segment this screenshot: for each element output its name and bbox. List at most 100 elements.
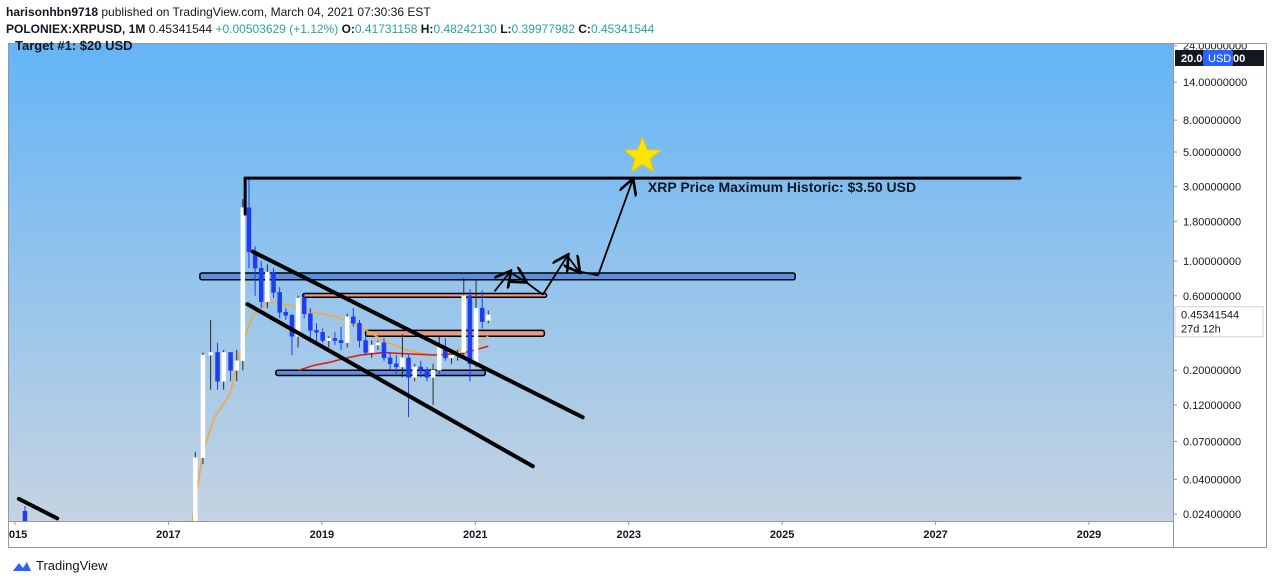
candle-body: [215, 352, 220, 382]
currency-badge: [1203, 50, 1233, 66]
candle: [387, 352, 393, 371]
candle: [234, 349, 239, 382]
price-tick-label: 8.00000000: [1183, 115, 1241, 127]
plot-area: XRP Price Maximum Historic: $3.50 USD: [16, 135, 1022, 527]
candle: [277, 287, 282, 319]
candle: [221, 349, 226, 390]
candle-body: [289, 315, 295, 337]
candle: [479, 290, 485, 329]
publisher-name[interactable]: harisonhbn9718: [6, 5, 99, 19]
time-tick-label: 2019: [310, 529, 334, 541]
price-tick-label: 0.12000000: [1183, 400, 1241, 412]
candle-body: [221, 352, 226, 382]
candle-body: [283, 312, 289, 316]
candle-body: [412, 366, 417, 378]
high-label: H:: [420, 22, 434, 36]
trendline-0: [250, 249, 585, 420]
candle: [215, 342, 220, 390]
candle: [375, 340, 381, 350]
price-tick-label: 0.07000000: [1183, 436, 1241, 448]
candle: [301, 293, 307, 319]
candle-body: [314, 330, 319, 333]
candle-body: [344, 316, 350, 343]
candle-body: [363, 340, 368, 353]
candle: [289, 313, 295, 356]
star-icon: [623, 135, 662, 173]
last-price: 0.45341544: [148, 22, 213, 36]
candle: [246, 179, 252, 269]
footer-brand[interactable]: TradingView: [36, 558, 108, 573]
candle-body: [381, 342, 387, 359]
candle-body: [277, 292, 282, 313]
projection-arrow: [567, 256, 579, 271]
open-label: O:: [341, 22, 355, 36]
ath-annotation: XRP Price Maximum Historic: $3.50 USD: [648, 179, 916, 195]
candle-body: [295, 297, 301, 337]
projection-arrow: [578, 270, 599, 277]
candle-body: [338, 340, 344, 343]
tradingview-logo-icon: [13, 561, 31, 571]
price-axis-bg: [1174, 44, 1266, 547]
low-label: L:: [500, 22, 512, 36]
candle-body: [357, 322, 362, 341]
chart-frame[interactable]: XRP Price Maximum Historic: $3.50 USD 24.…: [8, 43, 1267, 548]
price-tick-label: 0.60000000: [1183, 291, 1241, 303]
candle-body: [436, 347, 442, 371]
close-value: 0.45341544: [590, 22, 655, 36]
candle: [259, 261, 264, 309]
candle-body: [479, 307, 485, 322]
candle: [381, 338, 387, 361]
time-tick-label: 2017: [156, 529, 180, 541]
candle: [240, 198, 246, 371]
candle-body: [234, 360, 239, 371]
candle: [228, 352, 233, 382]
close-label: C:: [578, 22, 591, 36]
price-tick-label: 14.00000000: [1183, 77, 1247, 89]
current-price-box: [1174, 306, 1264, 338]
moving-average-orange: [190, 300, 489, 527]
trendline-2: [16, 496, 60, 521]
projection-arrow: [493, 272, 509, 292]
footer: TradingView: [12, 558, 108, 573]
candle: [332, 332, 338, 346]
time-tick-label: 2023: [616, 529, 640, 541]
candle-body: [461, 295, 467, 353]
candle-body: [387, 357, 393, 365]
candle-body: [301, 297, 307, 315]
candle-body: [369, 344, 374, 353]
candle: [418, 360, 424, 378]
candle: [369, 340, 374, 358]
candle: [394, 355, 399, 374]
published-info: published on TradingView.com, March 04, …: [101, 5, 431, 19]
candle: [406, 355, 411, 418]
candle-body: [449, 354, 454, 359]
price-tick-label: 24.00000000: [1183, 44, 1247, 53]
candle: [424, 366, 430, 382]
candle-body: [246, 207, 252, 252]
time-axis: 2015 2017 2019 2021 2023 2025 2027 2029: [9, 521, 1101, 541]
zone-blue-0: [199, 272, 796, 281]
candle: [363, 336, 368, 356]
candle: [344, 313, 350, 348]
candle-body: [400, 357, 405, 368]
price-chart[interactable]: XRP Price Maximum Historic: $3.50 USD 24.…: [9, 44, 1266, 547]
candle: [351, 308, 356, 327]
candle: [208, 319, 213, 390]
time-tick-label: 2029: [1077, 529, 1101, 541]
candle: [400, 334, 405, 378]
candle-body: [375, 342, 381, 346]
low-value: 0.39977982: [511, 22, 575, 36]
candle: [449, 352, 454, 364]
currency-label: USD: [1208, 53, 1231, 65]
high-value: 0.48242130: [433, 22, 497, 36]
candle-body: [265, 271, 270, 302]
price-axis: 24.00000000 14.00000000 8.00000000 5.000000…: [1173, 44, 1264, 521]
candle-body: [308, 313, 313, 331]
trendline-1: [245, 302, 535, 469]
change-value: +0.00503629 (+1.12%): [215, 22, 339, 36]
time-tick-label: 2025: [770, 529, 794, 541]
candle-body: [193, 457, 198, 527]
zone-red-2: [364, 329, 546, 338]
projection-arrow: [597, 180, 633, 276]
candle-body: [228, 352, 233, 371]
